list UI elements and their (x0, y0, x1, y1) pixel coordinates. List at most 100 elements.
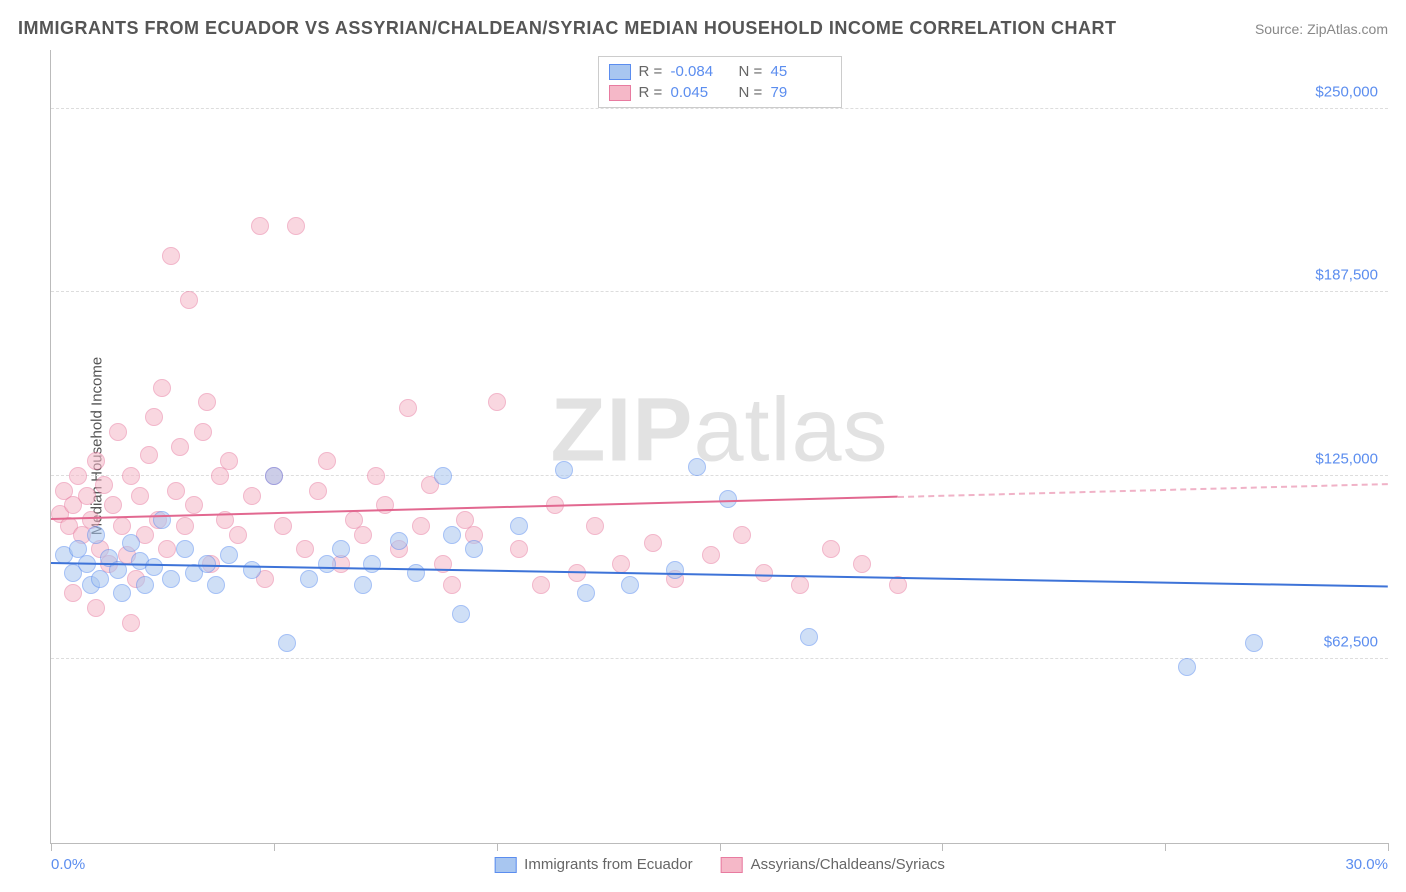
x-tick (942, 843, 943, 851)
data-point (510, 517, 528, 535)
swatch-series-2 (609, 85, 631, 101)
data-point (167, 482, 185, 500)
data-point (1178, 658, 1196, 676)
data-point (171, 438, 189, 456)
series-name-1: Immigrants from Ecuador (524, 856, 692, 873)
data-point (800, 628, 818, 646)
x-tick (1388, 843, 1389, 851)
swatch-bottom-2 (721, 857, 743, 873)
data-point (113, 584, 131, 602)
data-point (220, 546, 238, 564)
n-value-2: 79 (771, 84, 831, 101)
n-label-1: N = (739, 63, 763, 80)
data-point (434, 467, 452, 485)
x-axis-max-label: 30.0% (1345, 856, 1388, 873)
data-point (1245, 634, 1263, 652)
data-point (69, 467, 87, 485)
data-point (755, 564, 773, 582)
data-point (198, 393, 216, 411)
r-value-2: 0.045 (671, 84, 731, 101)
data-point (390, 532, 408, 550)
data-point (278, 634, 296, 652)
data-point (87, 526, 105, 544)
data-point (122, 534, 140, 552)
data-point (586, 517, 604, 535)
data-point (644, 534, 662, 552)
data-point (158, 540, 176, 558)
data-point (265, 467, 283, 485)
data-point (122, 467, 140, 485)
legend-item-2: Assyrians/Chaldeans/Syriacs (721, 856, 945, 873)
data-point (443, 526, 461, 544)
data-point (465, 540, 483, 558)
x-tick (497, 843, 498, 851)
data-point (309, 482, 327, 500)
y-tick-label: $62,500 (1324, 634, 1378, 651)
legend-row-series-2: R = 0.045 N = 79 (609, 82, 831, 103)
n-value-1: 45 (771, 63, 831, 80)
y-tick-label: $187,500 (1315, 267, 1378, 284)
data-point (367, 467, 385, 485)
data-point (78, 487, 96, 505)
x-tick (1165, 843, 1166, 851)
data-point (136, 576, 154, 594)
data-point (407, 564, 425, 582)
y-tick-label: $125,000 (1315, 450, 1378, 467)
data-point (666, 561, 684, 579)
x-tick (51, 843, 52, 851)
legend-row-series-1: R = -0.084 N = 45 (609, 61, 831, 82)
data-point (229, 526, 247, 544)
legend-item-1: Immigrants from Ecuador (494, 856, 692, 873)
gridline (51, 475, 1388, 476)
x-tick (720, 843, 721, 851)
data-point (399, 399, 417, 417)
data-point (185, 496, 203, 514)
series-name-2: Assyrians/Chaldeans/Syriacs (751, 856, 945, 873)
data-point (176, 540, 194, 558)
data-point (822, 540, 840, 558)
data-point (318, 452, 336, 470)
data-point (140, 446, 158, 464)
data-point (64, 584, 82, 602)
data-point (194, 423, 212, 441)
title-bar: IMMIGRANTS FROM ECUADOR VS ASSYRIAN/CHAL… (18, 18, 1388, 39)
data-point (162, 570, 180, 588)
data-point (853, 555, 871, 573)
chart-title: IMMIGRANTS FROM ECUADOR VS ASSYRIAN/CHAL… (18, 18, 1117, 39)
watermark: ZIPatlas (550, 379, 888, 482)
trend-line (898, 483, 1388, 498)
data-point (176, 517, 194, 535)
data-point (109, 423, 127, 441)
data-point (300, 570, 318, 588)
correlation-legend: R = -0.084 N = 45 R = 0.045 N = 79 (598, 56, 842, 108)
y-tick-label: $250,000 (1315, 83, 1378, 100)
x-axis-min-label: 0.0% (51, 856, 85, 873)
data-point (113, 517, 131, 535)
gridline (51, 108, 1388, 109)
data-point (332, 540, 350, 558)
data-point (452, 605, 470, 623)
watermark-atlas: atlas (693, 380, 888, 480)
data-point (153, 511, 171, 529)
data-point (443, 576, 461, 594)
swatch-bottom-1 (494, 857, 516, 873)
data-point (621, 576, 639, 594)
data-point (251, 217, 269, 235)
data-point (122, 614, 140, 632)
data-point (363, 555, 381, 573)
data-point (87, 599, 105, 617)
data-point (510, 540, 528, 558)
data-point (243, 561, 261, 579)
data-point (87, 452, 105, 470)
data-point (145, 408, 163, 426)
n-label-2: N = (739, 84, 763, 101)
r-value-1: -0.084 (671, 63, 731, 80)
swatch-series-1 (609, 64, 631, 80)
data-point (354, 576, 372, 594)
data-point (145, 558, 163, 576)
data-point (532, 576, 550, 594)
data-point (220, 452, 238, 470)
data-point (412, 517, 430, 535)
data-point (180, 291, 198, 309)
data-point (162, 247, 180, 265)
